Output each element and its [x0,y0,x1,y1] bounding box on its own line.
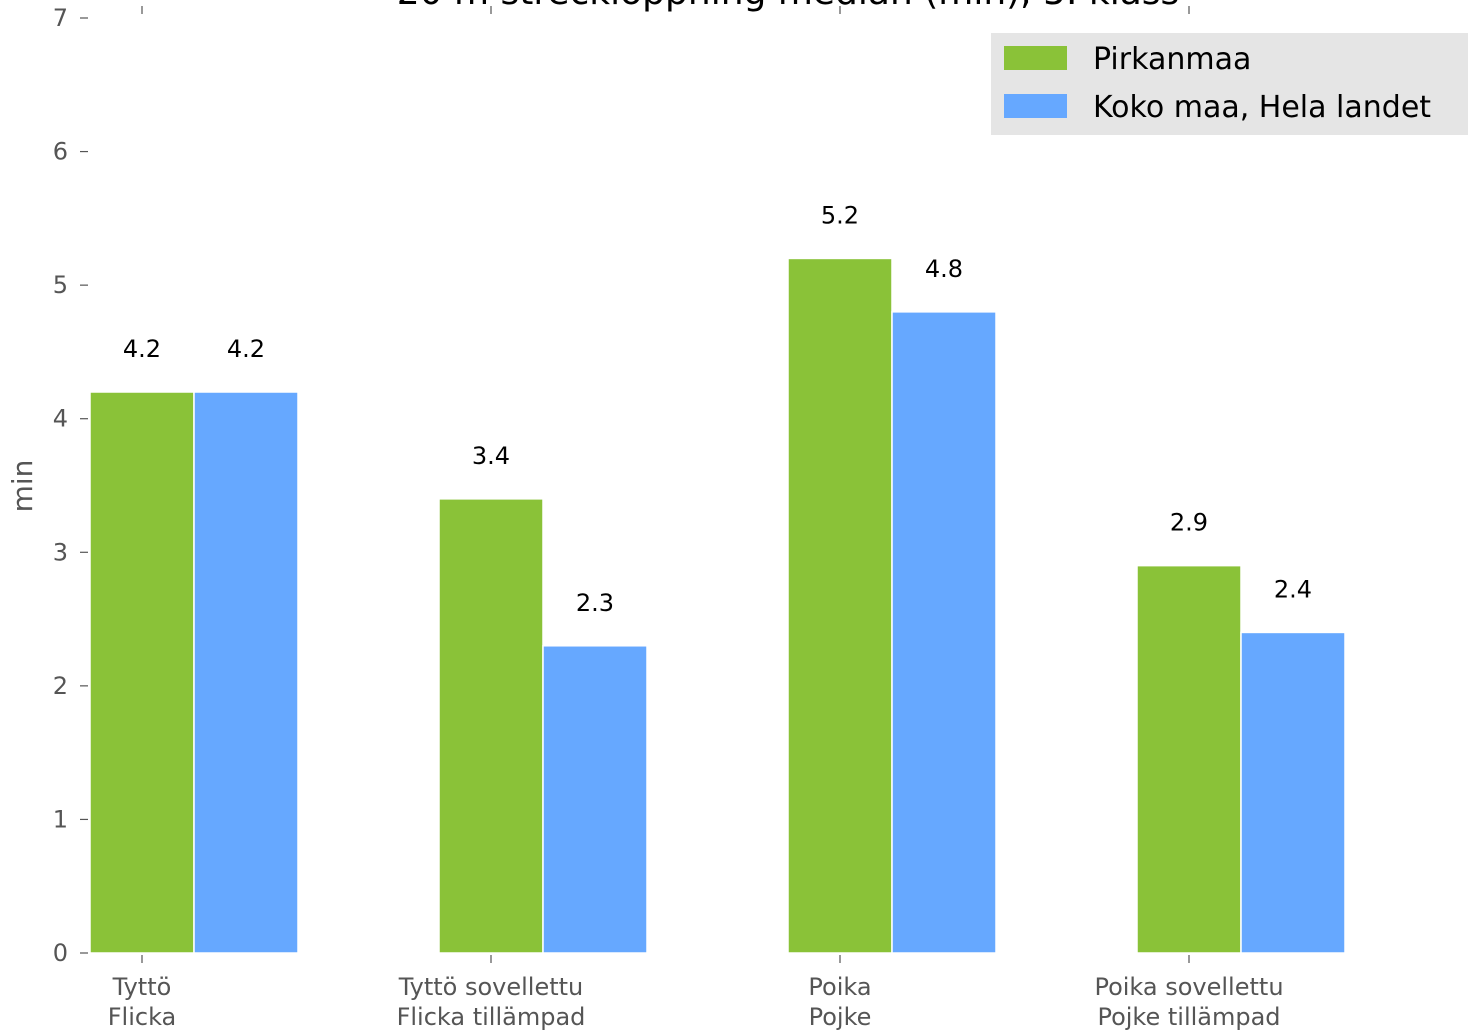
data-label: 4.8 [925,255,963,283]
data-label: 5.2 [821,201,859,229]
bar [1240,631,1346,954]
category-label-line: Tyttö sovellettu [398,973,584,1001]
y-tick-label: 6 [53,138,68,166]
y-tick-label: 1 [53,805,68,833]
data-label: 4.2 [123,335,161,363]
legend-box [991,33,1468,135]
category-label-line: Poika sovellettu [1094,973,1283,1001]
data-label: 2.9 [1170,509,1208,537]
category-label: Poika sovellettu Pojke tillämpad [1094,973,1283,1030]
category-label-line: Pojke [809,1003,872,1030]
legend-label: Pirkanmaa [1093,42,1251,77]
chart-title: 20 m streckloppning median (min), 5. kla… [397,0,1180,13]
bar [542,645,648,954]
data-labels: 4.2 4.2 3.4 2.3 5.2 4.8 2.9 2.4 [123,201,1312,616]
legend-swatch [1004,46,1067,70]
category-label-line: Flicka tillämpad [397,1003,586,1030]
y-tick-label: 5 [53,271,68,299]
category-label-line: Flicka [108,1003,177,1030]
bar [89,391,195,954]
y-tick-label: 2 [53,672,68,700]
y-tick-label: 0 [53,939,68,967]
legend-swatch [1004,94,1067,118]
category-label-line: Tyttö [112,973,172,1001]
data-label: 3.4 [472,442,510,470]
y-tick-label: 7 [53,4,68,32]
legend: Pirkanmaa Koko maa, Hela landet [991,33,1468,135]
category-label-line: Pojke tillämpad [1097,1003,1280,1030]
y-tick-label: 4 [53,405,68,433]
x-axis: Tyttö Flicka Tyttö sovellettu Flicka tilläm… [108,6,1284,1030]
data-label: 2.3 [576,589,614,617]
bar [787,257,893,954]
category-label-line: Poika [808,973,871,1001]
y-tick-label: 3 [53,538,68,566]
bar [891,311,997,954]
data-label: 4.2 [227,335,265,363]
bar [193,391,299,954]
category-label: Tyttö sovellettu Flicka tillämpad [397,973,586,1030]
y-axis: 0 1 2 3 4 5 6 7 [53,4,88,967]
bars [89,257,1346,954]
category-label: Tyttö Flicka [108,973,177,1030]
data-label: 2.4 [1274,575,1312,603]
bar [438,498,544,954]
category-label: Poika Pojke [808,973,871,1030]
legend-label: Koko maa, Hela landet [1093,90,1431,125]
y-axis-label: min [6,460,39,513]
bar [1136,564,1242,954]
